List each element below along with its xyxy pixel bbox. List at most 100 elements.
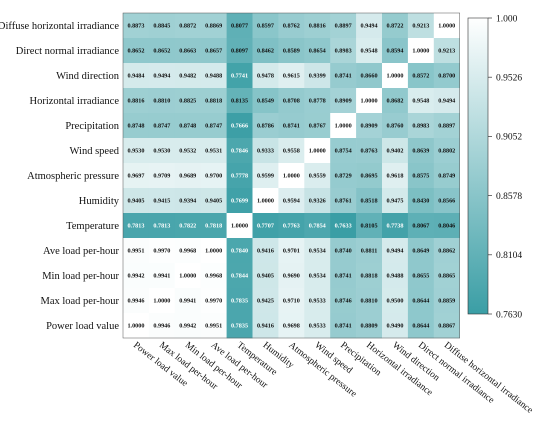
heatmap-cell bbox=[356, 38, 383, 64]
heatmap-cell bbox=[123, 263, 150, 289]
heatmap-cell bbox=[148, 63, 176, 89]
heatmap-cell-value: 0.9558 bbox=[283, 148, 300, 155]
heatmap-cell bbox=[330, 138, 357, 164]
row-label: Humidity bbox=[79, 196, 120, 207]
heatmap-cell-value: 0.9530 bbox=[127, 148, 144, 155]
heatmap-cell-value: 0.7813 bbox=[153, 223, 170, 230]
heatmap-cell bbox=[252, 138, 279, 164]
heatmap-cell-value: 0.8867 bbox=[438, 323, 455, 330]
row-label: Atmospheric pressure bbox=[27, 171, 119, 182]
heatmap-cell bbox=[123, 313, 150, 339]
heatmap-cell bbox=[304, 188, 331, 214]
heatmap-cell-value: 0.8740 bbox=[335, 248, 352, 255]
heatmap-cell-value: 0.7844 bbox=[231, 273, 248, 280]
heatmap-cell bbox=[382, 163, 409, 189]
heatmap-cell bbox=[382, 38, 409, 64]
heatmap-cell-value: 0.9548 bbox=[361, 48, 378, 55]
heatmap-cell-value: 1.0000 bbox=[438, 23, 455, 30]
heatmap-cell bbox=[226, 163, 253, 189]
heatmap-cell-value: 0.7633 bbox=[335, 223, 352, 230]
heatmap-cell-value: 0.8865 bbox=[438, 273, 455, 280]
heatmap-cell bbox=[123, 238, 150, 264]
heatmap-cell-value: 0.8859 bbox=[438, 298, 455, 305]
heatmap-cell bbox=[252, 13, 279, 39]
heatmap-cell bbox=[407, 188, 435, 214]
heatmap-cell bbox=[278, 38, 305, 64]
heatmap-cell bbox=[433, 13, 460, 39]
heatmap-cell bbox=[148, 213, 176, 239]
heatmap-cell-value: 0.9333 bbox=[257, 148, 274, 155]
heatmap-cell bbox=[356, 288, 383, 314]
heatmap-cell-value: 0.8767 bbox=[309, 123, 326, 130]
colorbar-tick-label: 0.9526 bbox=[496, 74, 522, 84]
heatmap-cell-value: 1.0000 bbox=[257, 198, 274, 205]
heatmap-cell bbox=[252, 238, 279, 264]
heatmap-cell bbox=[226, 88, 253, 114]
heatmap-cell bbox=[433, 213, 460, 239]
heatmap-cell bbox=[174, 88, 201, 114]
heatmap-cell bbox=[123, 13, 150, 39]
heatmap-cell-value: 0.8810 bbox=[361, 298, 378, 305]
heatmap-cell bbox=[356, 238, 383, 264]
heatmap-cell-value: 0.9697 bbox=[127, 173, 144, 180]
heatmap-cell bbox=[148, 38, 176, 64]
heatmap-cell bbox=[148, 288, 176, 314]
heatmap-cell-value: 0.9951 bbox=[205, 323, 222, 330]
heatmap-cell-value: 0.9405 bbox=[205, 198, 222, 205]
heatmap-cell bbox=[278, 213, 305, 239]
heatmap-cell-value: 0.8572 bbox=[412, 73, 429, 80]
heatmap-cell bbox=[252, 38, 279, 64]
heatmap-cell bbox=[278, 238, 305, 264]
heatmap-cell-value: 0.8518 bbox=[361, 198, 378, 205]
heatmap-cell bbox=[330, 88, 357, 114]
heatmap-cell bbox=[330, 213, 357, 239]
heatmap-cell-value: 0.9405 bbox=[257, 273, 274, 280]
heatmap-cell bbox=[407, 288, 435, 314]
heatmap-cell-value: 0.8802 bbox=[438, 148, 455, 155]
heatmap-cell-value: 1.0000 bbox=[283, 173, 300, 180]
heatmap-cell bbox=[200, 263, 227, 289]
heatmap-cell bbox=[226, 113, 253, 139]
heatmap-cell bbox=[433, 188, 460, 214]
heatmap-cell-value: 1.0000 bbox=[231, 223, 248, 230]
heatmap-cell-value: 0.8818 bbox=[361, 273, 378, 280]
heatmap-cell-value: 0.9599 bbox=[257, 173, 274, 180]
colorbar-gradient bbox=[467, 17, 489, 315]
heatmap-cell-value: 0.9942 bbox=[179, 323, 196, 330]
heatmap-cell bbox=[200, 113, 227, 139]
heatmap-cell bbox=[407, 88, 435, 114]
heatmap-cell bbox=[200, 188, 227, 214]
heatmap-cell-value: 0.8741 bbox=[335, 273, 352, 280]
row-label: Wind direction bbox=[56, 71, 120, 82]
heatmap-cell bbox=[304, 163, 331, 189]
heatmap-cell-value: 0.8639 bbox=[412, 148, 429, 155]
heatmap-cell bbox=[200, 13, 227, 39]
heatmap-cell bbox=[252, 188, 279, 214]
heatmap-cell bbox=[407, 213, 435, 239]
heatmap-cells bbox=[122, 12, 460, 339]
heatmap-cell-value: 0.9946 bbox=[153, 323, 170, 330]
heatmap-cell bbox=[356, 113, 383, 139]
heatmap-cell bbox=[330, 238, 357, 264]
heatmap-cell bbox=[252, 163, 279, 189]
heatmap-cell-value: 0.9405 bbox=[127, 198, 144, 205]
heatmap-cell-value: 1.0000 bbox=[205, 248, 222, 255]
heatmap-cell-value: 0.8749 bbox=[438, 173, 455, 180]
heatmap-cell-value: 0.9689 bbox=[179, 173, 196, 180]
heatmap-cell-value: 0.8644 bbox=[412, 298, 429, 305]
heatmap-cell-value: 0.8983 bbox=[335, 48, 352, 55]
heatmap-cell bbox=[356, 138, 383, 164]
heatmap-cell-value: 0.8862 bbox=[438, 248, 455, 255]
heatmap-cell-value: 0.9475 bbox=[386, 198, 403, 205]
heatmap-cell-value: 0.8597 bbox=[257, 23, 274, 30]
heatmap-cell bbox=[226, 288, 253, 314]
heatmap-cell-value: 0.9618 bbox=[386, 173, 403, 180]
row-labels: Diffuse horizontal irradiance Direct norm… bbox=[0, 21, 120, 332]
heatmap-cell-value: 0.8097 bbox=[231, 48, 248, 55]
heatmap-cell-value: 0.8909 bbox=[361, 123, 378, 130]
row-label: Ave load per-hour bbox=[43, 246, 119, 257]
heatmap-cell-value: 0.7738 bbox=[386, 223, 403, 230]
heatmap-cell bbox=[200, 38, 227, 64]
heatmap-cell-value: 0.8660 bbox=[361, 73, 378, 80]
heatmap-cell-value: 0.8729 bbox=[335, 173, 352, 180]
